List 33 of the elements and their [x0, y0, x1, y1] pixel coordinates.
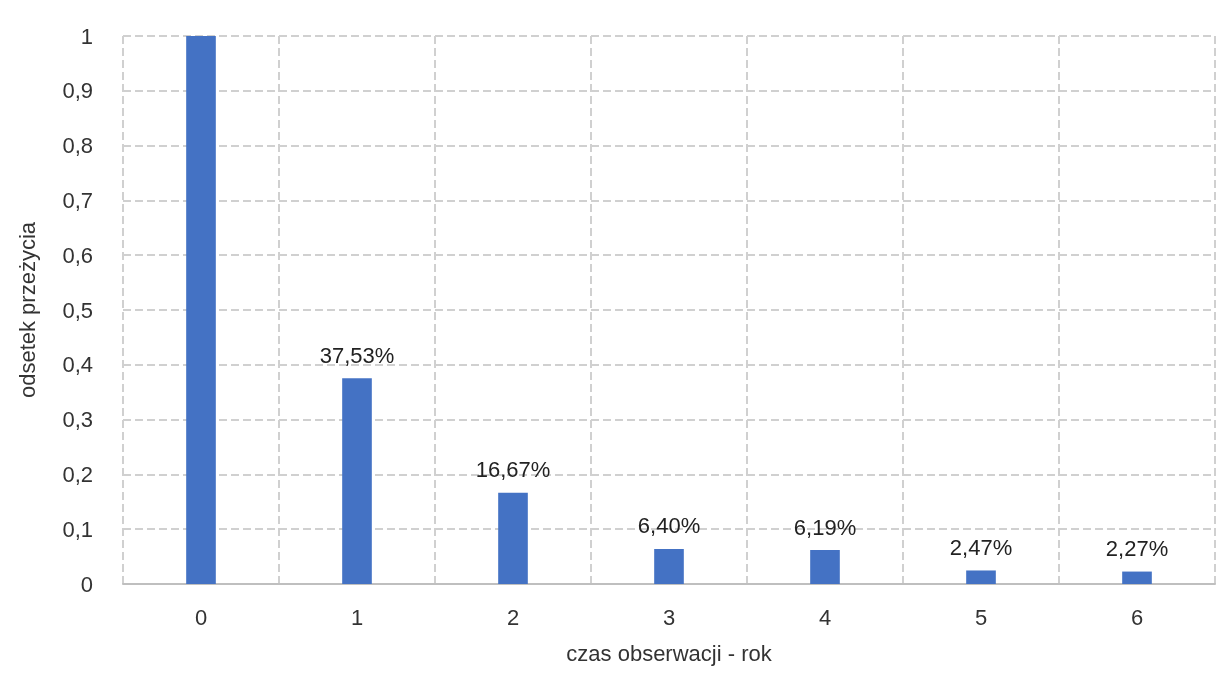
y-axis-title: odsetek przeżycia: [14, 221, 40, 399]
y-tick-label: 0,7: [62, 187, 93, 213]
y-tick-label: 1: [80, 23, 93, 49]
y-tick-label: 0,4: [62, 352, 93, 378]
data-label: 6,40%: [637, 513, 701, 539]
data-label: 37,53%: [319, 342, 395, 368]
x-axis-title: czas obserwacji - rok: [566, 640, 773, 666]
x-tick-label: 2: [506, 604, 520, 630]
y-tick-label: 0,8: [62, 133, 93, 159]
bar: [810, 550, 840, 584]
bar: [654, 548, 684, 584]
y-tick-label: 0: [80, 571, 93, 597]
x-tick-label: 3: [662, 604, 676, 630]
x-tick-label: 6: [1130, 604, 1144, 630]
x-tick-label: 4: [818, 604, 832, 630]
x-tick-label: 1: [350, 604, 364, 630]
data-label: 16,67%: [475, 457, 551, 483]
bar: [342, 378, 372, 584]
bar: [1122, 571, 1152, 584]
data-label: 2,47%: [949, 534, 1013, 560]
bar: [186, 36, 216, 584]
bar: [498, 492, 528, 584]
y-tick-label: 0,9: [62, 78, 93, 104]
y-tick-label: 0,1: [62, 516, 93, 542]
data-label: 2,27%: [1105, 536, 1169, 562]
y-tick-label: 0,5: [62, 297, 93, 323]
bar: [966, 570, 996, 584]
y-tick-label: 0,2: [62, 461, 93, 487]
data-label: 6,19%: [793, 514, 857, 540]
x-tick-label: 0: [194, 604, 208, 630]
y-tick-label: 0,6: [62, 242, 93, 268]
x-tick-label: 5: [974, 604, 988, 630]
y-tick-label: 0,3: [62, 407, 93, 433]
